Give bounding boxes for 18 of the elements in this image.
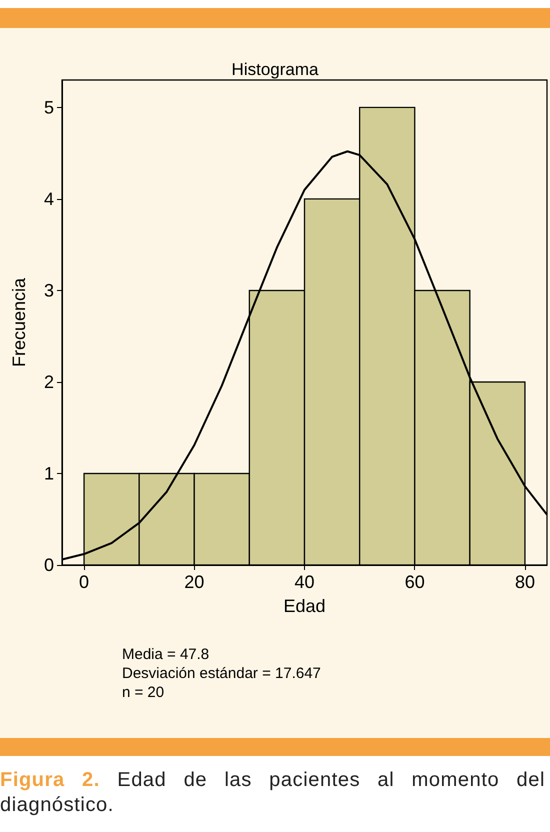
text: Desviación estándar = 17.647 xyxy=(122,664,321,683)
x-tick-label: 60 xyxy=(404,572,425,592)
x-axis-title: Edad xyxy=(283,596,326,616)
y-tick-label: 0 xyxy=(44,555,54,575)
y-tick-label: 2 xyxy=(44,372,54,392)
x-tick-label: 20 xyxy=(184,572,204,592)
text: Figura 2. Edad de las pacientes al momento del diagnóstico. xyxy=(0,769,546,816)
text: Media = 47.8 xyxy=(122,645,210,664)
y-tick-label: 5 xyxy=(44,97,54,118)
x-tick-label: 0 xyxy=(79,572,90,592)
y-tick-label: 3 xyxy=(44,280,54,300)
x-tick-label: 40 xyxy=(294,572,315,592)
chart-title: Histograma xyxy=(232,60,319,79)
y-axis-title: Frecuencia xyxy=(9,276,29,368)
text: n = 20 xyxy=(122,683,166,702)
y-tick-label: 1 xyxy=(44,463,54,484)
x-tick-label: 80 xyxy=(514,572,535,592)
y-tick-label: 4 xyxy=(44,188,54,209)
